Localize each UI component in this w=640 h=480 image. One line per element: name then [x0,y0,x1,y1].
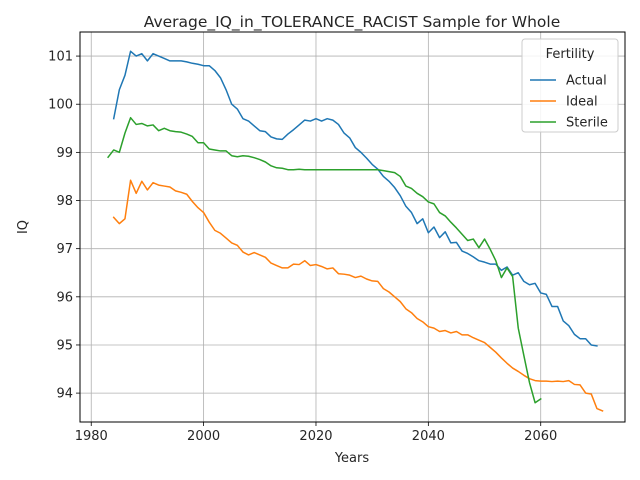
x-tick-label: 2040 [412,429,445,444]
x-tick-label: 2060 [524,429,557,444]
x-axis-title: Years [334,451,370,466]
series-lines [107,50,604,412]
legend-label-ideal: Ideal [566,95,598,110]
y-tick-label: 94 [56,387,73,402]
y-tick-label: 100 [48,98,73,113]
y-axis-title: IQ [16,220,31,234]
legend-label-sterile: Sterile [566,116,608,131]
y-tick-label: 99 [56,146,73,161]
x-tick-label: 2020 [299,429,332,444]
y-tick-label: 96 [56,290,73,305]
y-tick-label: 101 [48,50,73,65]
x-axis-ticks: 1980 2000 2020 2040 2060 [75,422,557,444]
series-line-actual [112,50,598,347]
series-line-ideal [112,179,604,412]
x-tick-label: 1980 [75,429,108,444]
plot-frame [79,31,626,423]
y-tick-label: 97 [56,242,73,257]
legend-label-actual: Actual [566,74,607,89]
series-line-sterile [107,116,542,404]
y-tick-label: 98 [56,194,73,209]
y-axis-ticks: 94 95 96 97 98 99 100 101 [48,50,80,402]
chart-title: Average_IQ_in_TOLERANCE_RACIST Sample fo… [144,13,560,32]
x-tick-label: 2000 [187,429,220,444]
legend-items: Actual Ideal Sterile [530,74,608,131]
legend: Fertility Actual Ideal Sterile [521,38,619,133]
legend-frame [521,38,619,133]
legend-title: Fertility [546,47,595,62]
y-tick-label: 95 [56,338,73,353]
